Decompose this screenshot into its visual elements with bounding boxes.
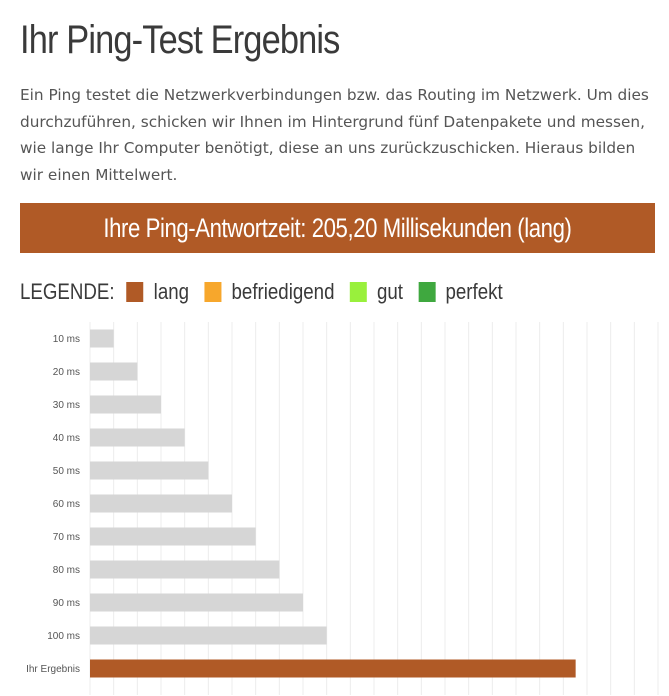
legend-item-gut: gut	[349, 279, 403, 305]
y-tick-label: 30 ms	[53, 400, 80, 411]
reference-bar	[90, 560, 280, 579]
y-tick-label: 90 ms	[53, 598, 80, 609]
y-tick-label: 50 ms	[53, 466, 80, 477]
reference-bar	[90, 461, 209, 480]
y-tick-label: 10 ms	[53, 334, 80, 345]
ping-bar-chart: 10 ms 20 ms 30 ms 40 ms 50 ms 60 ms 70 ms 80 ms…	[26, 322, 659, 695]
y-tick-label: Ihr Ergebnis	[26, 664, 80, 675]
legend-item-perfekt: perfekt	[418, 279, 503, 305]
legend-swatch-gut	[349, 282, 367, 302]
legend: LEGENDE: lang befriedigend gut perfekt	[20, 278, 518, 306]
y-tick-label: 60 ms	[53, 499, 80, 510]
page-title: Ihr Ping-Test Ergebnis	[20, 18, 340, 62]
result-bar	[90, 659, 576, 678]
y-tick-label: 40 ms	[53, 433, 80, 444]
legend-label-gut: gut	[376, 279, 403, 304]
reference-bar	[90, 428, 185, 447]
y-tick-label: 100 ms	[47, 631, 80, 642]
legend-swatch-befriedigend	[204, 282, 222, 302]
legend-label-lang: lang	[153, 279, 190, 304]
reference-bar	[90, 494, 232, 513]
legend-title: LEGENDE:	[20, 279, 115, 304]
reference-bar	[90, 329, 114, 348]
legend-item-lang: lang	[126, 279, 189, 305]
reference-bar	[90, 527, 256, 546]
y-tick-label: 70 ms	[53, 532, 80, 543]
legend-label-befriedigend: befriedigend	[231, 279, 335, 304]
reference-bar	[90, 626, 327, 645]
reference-bar	[90, 362, 138, 381]
y-tick-label: 20 ms	[53, 367, 80, 378]
intro-text: Ein Ping testet die Netzwerkverbindungen…	[20, 86, 649, 184]
result-banner-text: Ihre Ping-Antwortzeit: 205,20 Millisekun…	[103, 212, 572, 243]
legend-label-perfekt: perfekt	[445, 279, 503, 304]
result-banner: Ihre Ping-Antwortzeit: 205,20 Millisekun…	[20, 203, 655, 253]
legend-swatch-perfekt	[418, 282, 436, 302]
legend-item-befriedigend: befriedigend	[204, 279, 334, 305]
y-tick-label: 80 ms	[53, 565, 80, 576]
legend-swatch-lang	[126, 282, 144, 302]
reference-bar	[90, 593, 303, 612]
reference-bar	[90, 395, 161, 414]
